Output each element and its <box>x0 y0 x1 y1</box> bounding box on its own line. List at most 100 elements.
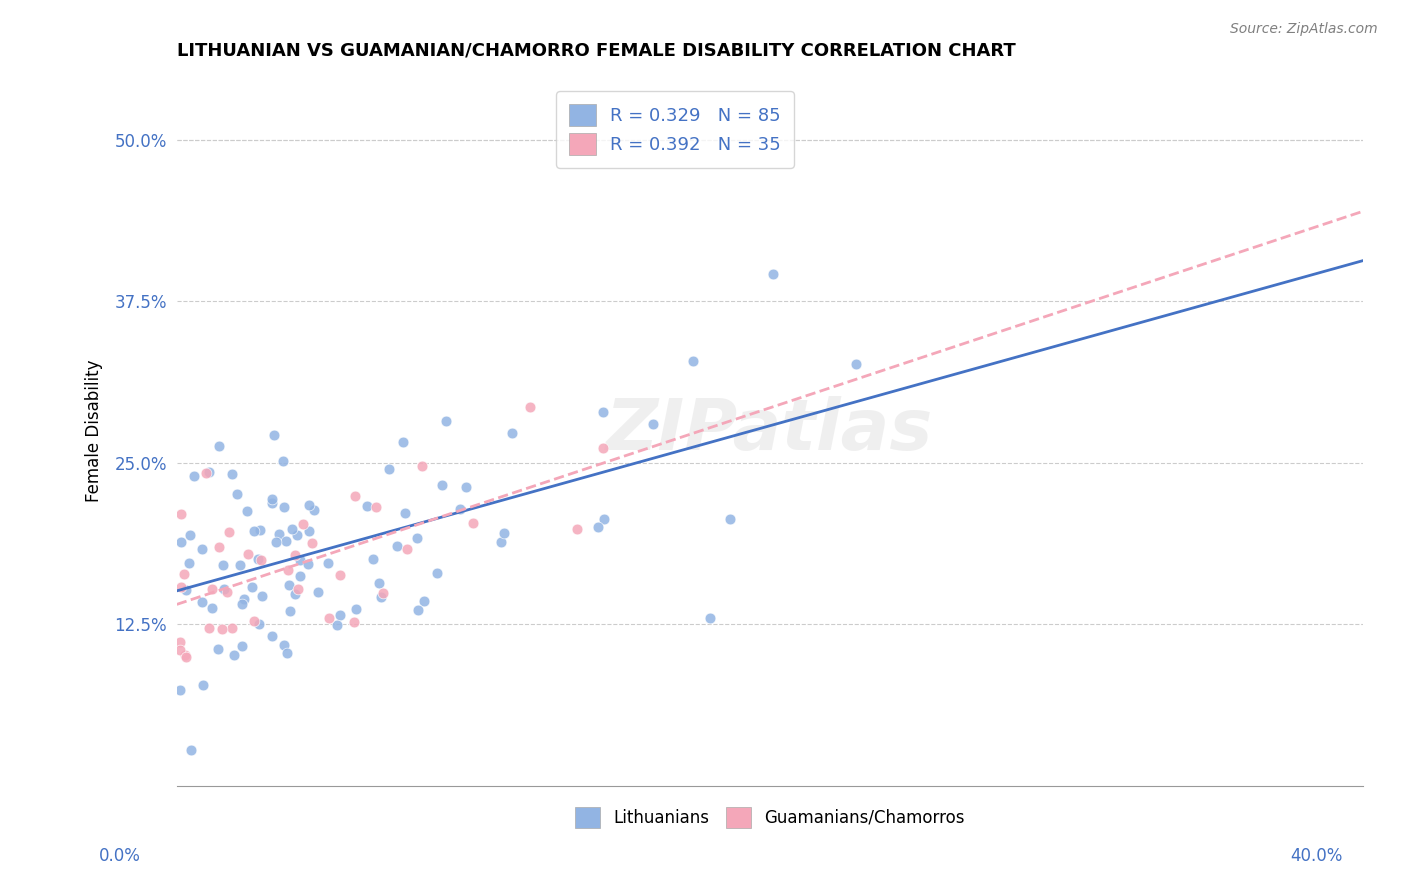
Point <box>201 582 224 596</box>
Point <box>226 487 249 501</box>
Point <box>284 587 307 601</box>
Text: 40.0%: 40.0% <box>1291 847 1343 865</box>
Point <box>370 590 392 604</box>
Point <box>845 357 868 371</box>
Point <box>301 535 323 549</box>
Text: ZIPatlas: ZIPatlas <box>606 396 934 465</box>
Point <box>214 582 236 597</box>
Point <box>211 622 233 636</box>
Point <box>519 400 541 414</box>
Point <box>169 580 191 594</box>
Point <box>762 267 785 281</box>
Point <box>288 553 311 567</box>
Point <box>364 500 387 514</box>
Point <box>173 566 195 581</box>
Point <box>170 534 193 549</box>
Point <box>218 525 240 540</box>
Point <box>173 648 195 662</box>
Point <box>264 535 287 549</box>
Point <box>396 541 419 556</box>
Point <box>224 648 246 662</box>
Point <box>285 528 308 542</box>
Point <box>180 743 202 757</box>
Point <box>343 615 366 629</box>
Point <box>363 551 385 566</box>
Point <box>284 548 307 562</box>
Point <box>246 552 269 566</box>
Point <box>231 598 253 612</box>
Point <box>297 557 319 571</box>
Point <box>329 568 352 582</box>
Point <box>461 516 484 530</box>
Point <box>243 524 266 538</box>
Point <box>456 480 478 494</box>
Point <box>260 495 283 509</box>
Point <box>426 566 449 580</box>
Point <box>501 425 523 440</box>
Point <box>434 414 457 428</box>
Point <box>699 610 721 624</box>
Point <box>179 528 201 542</box>
Point <box>406 531 429 545</box>
Point <box>316 556 339 570</box>
Point <box>277 563 299 577</box>
Y-axis label: Female Disability: Female Disability <box>86 359 103 501</box>
Point <box>391 435 413 450</box>
Point <box>586 520 609 534</box>
Point <box>194 466 217 480</box>
Point <box>176 582 198 597</box>
Point <box>243 614 266 628</box>
Point <box>271 454 294 468</box>
Point <box>235 504 257 518</box>
Point <box>170 507 193 521</box>
Point <box>169 635 191 649</box>
Point <box>385 539 408 553</box>
Point <box>250 589 273 603</box>
Point <box>174 650 197 665</box>
Point <box>290 569 312 583</box>
Point <box>297 499 319 513</box>
Point <box>325 618 347 632</box>
Point <box>278 577 301 591</box>
Point <box>412 594 434 608</box>
Point <box>565 522 588 536</box>
Point <box>292 517 315 532</box>
Point <box>198 621 221 635</box>
Point <box>406 603 429 617</box>
Point <box>592 441 614 455</box>
Point <box>191 595 214 609</box>
Text: LITHUANIAN VS GUAMANIAN/CHAMORRO FEMALE DISABILITY CORRELATION CHART: LITHUANIAN VS GUAMANIAN/CHAMORRO FEMALE … <box>177 42 1015 60</box>
Point <box>273 500 295 514</box>
Point <box>208 439 231 453</box>
Point <box>217 585 239 599</box>
Point <box>221 467 243 482</box>
Point <box>269 527 291 541</box>
Point <box>449 501 471 516</box>
Point <box>377 462 399 476</box>
Point <box>592 404 614 418</box>
Point <box>229 558 252 572</box>
Point <box>207 641 229 656</box>
Point <box>494 526 516 541</box>
Point <box>280 604 302 618</box>
Point <box>641 417 664 431</box>
Point <box>274 534 297 549</box>
Point <box>371 586 394 600</box>
Point <box>221 622 243 636</box>
Point <box>250 552 273 566</box>
Point <box>208 541 231 555</box>
Point <box>411 458 433 473</box>
Point <box>231 640 253 654</box>
Point <box>273 639 295 653</box>
Point <box>263 427 285 442</box>
Point <box>212 558 235 572</box>
Point <box>281 522 304 536</box>
Point <box>356 499 378 513</box>
Point <box>298 524 321 538</box>
Point <box>318 610 340 624</box>
Point <box>240 580 263 594</box>
Point <box>718 512 741 526</box>
Point <box>191 542 214 557</box>
Point <box>368 575 391 590</box>
Point <box>191 678 214 692</box>
